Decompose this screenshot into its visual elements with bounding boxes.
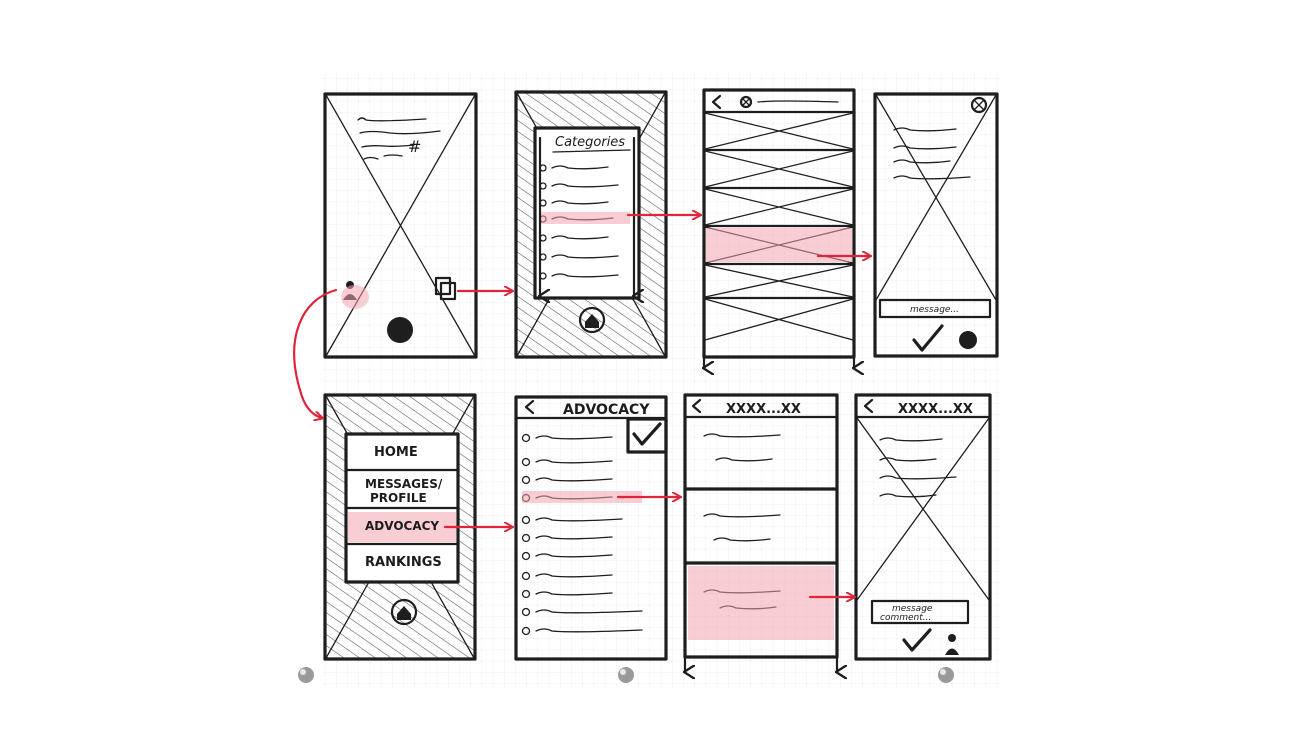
items-list-title: XXXX...XX bbox=[726, 402, 801, 417]
menu-item-home[interactable]: HOME bbox=[374, 445, 418, 460]
message-field-label: message... bbox=[910, 305, 959, 315]
screen-item-detail: XXXX...XX message comment... bbox=[854, 393, 992, 661]
pushpin-icon bbox=[298, 667, 314, 683]
advocacy-title: ADVOCACY bbox=[563, 402, 650, 418]
message-field-label-1: message bbox=[892, 604, 933, 614]
back-chevron-icon[interactable] bbox=[711, 94, 722, 110]
checkmark-icon[interactable] bbox=[912, 324, 944, 352]
close-circle-icon[interactable] bbox=[739, 95, 753, 109]
back-chevron-icon[interactable] bbox=[863, 398, 874, 414]
back-chevron-icon[interactable] bbox=[691, 398, 702, 414]
screen-detail-top: message... bbox=[873, 92, 999, 358]
fist-icon[interactable] bbox=[959, 331, 977, 349]
home-icon[interactable] bbox=[578, 306, 606, 334]
home-icon[interactable] bbox=[390, 598, 418, 626]
person-icon[interactable] bbox=[945, 634, 959, 655]
screen-menu: HOME MESSAGES/ PROFILE ADVOCACY RANKINGS bbox=[323, 393, 477, 661]
item-detail-title: XXXX...XX bbox=[898, 402, 973, 417]
message-field-label-2: comment... bbox=[880, 613, 931, 623]
pushpin-icon bbox=[938, 667, 954, 683]
back-chevron-icon[interactable] bbox=[524, 399, 535, 415]
screen-categories: Categories bbox=[514, 90, 668, 359]
pushpin-icon bbox=[618, 667, 634, 683]
menu-item-rankings[interactable]: RANKINGS bbox=[365, 555, 442, 570]
close-circle-icon[interactable] bbox=[970, 96, 988, 114]
checkmark-icon[interactable] bbox=[902, 628, 932, 652]
menu-item-messages[interactable]: MESSAGES/ bbox=[365, 477, 443, 491]
fist-icon[interactable] bbox=[387, 317, 413, 343]
screen-advocacy: ADVOCACY bbox=[514, 395, 668, 661]
svg-text:#: # bbox=[408, 137, 421, 156]
checkmark-icon[interactable] bbox=[632, 422, 662, 446]
screen-home-splash: # bbox=[323, 92, 478, 359]
screen-items-list: XXXX...XX bbox=[685, 393, 837, 672]
stack-icon[interactable] bbox=[434, 276, 457, 301]
menu-item-advocacy[interactable]: ADVOCACY bbox=[365, 519, 439, 533]
flow-arrows bbox=[293, 215, 870, 597]
categories-title: Categories bbox=[555, 135, 625, 150]
menu-item-profile[interactable]: PROFILE bbox=[370, 491, 427, 505]
